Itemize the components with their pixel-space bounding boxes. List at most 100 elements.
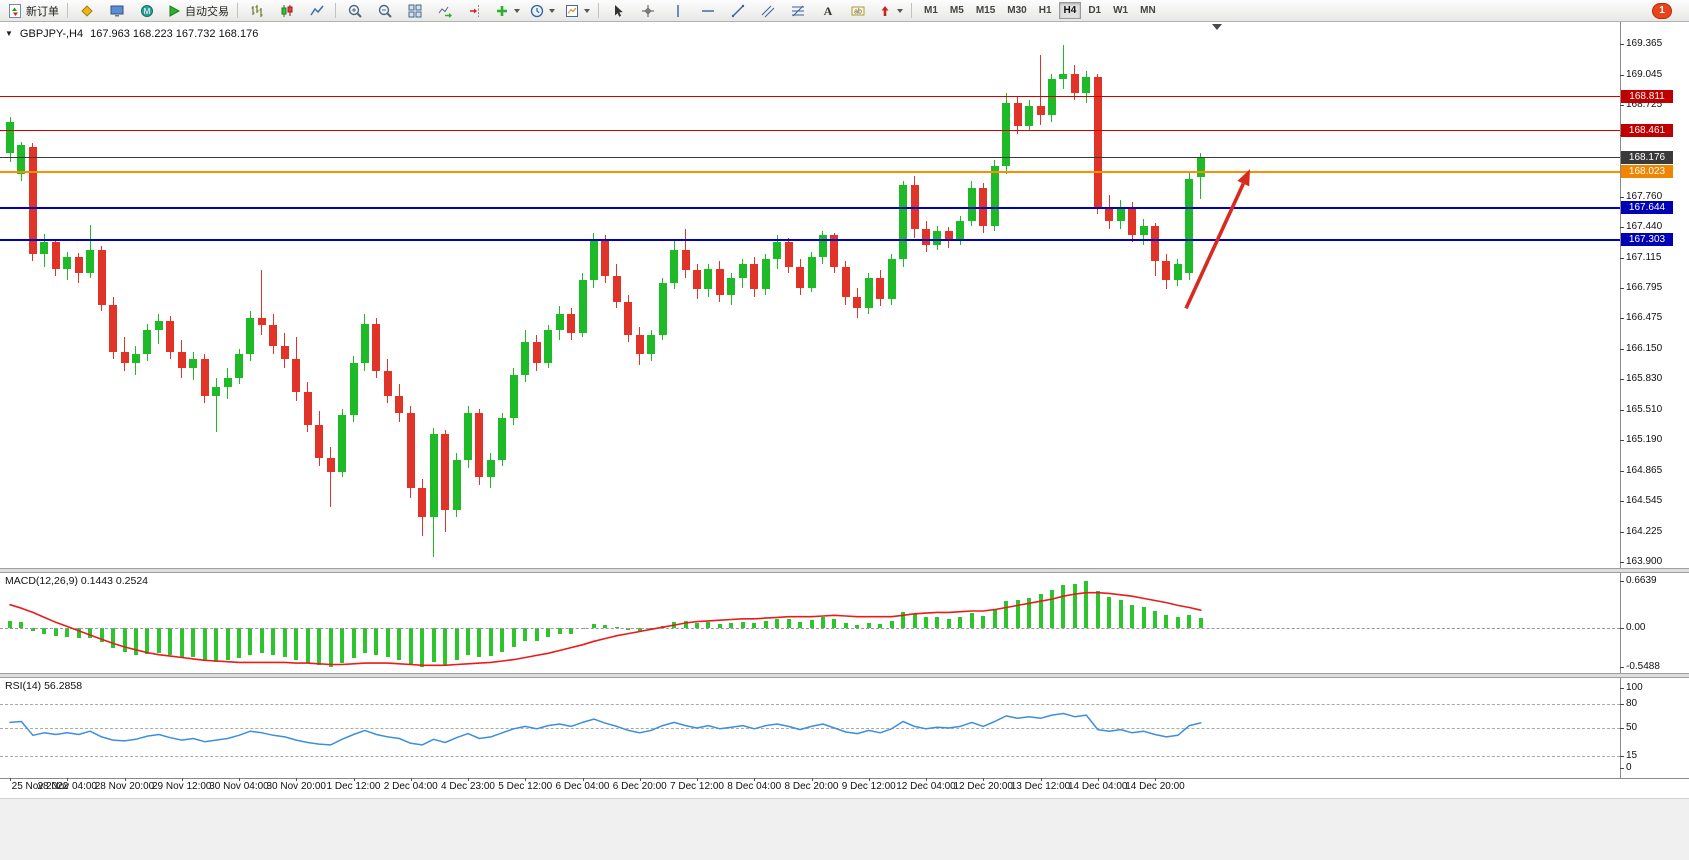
zoom-out-button[interactable] <box>370 0 399 21</box>
fibonacci-button[interactable] <box>783 0 812 21</box>
data-window-button[interactable] <box>102 0 131 21</box>
chart-area[interactable]: ▼ GBPJPY-,H4 167.963 168.223 167.732 168… <box>0 22 1689 860</box>
notifications-badge[interactable]: 1 <box>1652 2 1672 19</box>
line-chart-icon <box>309 5 324 15</box>
hline-support-blue-2[interactable] <box>0 238 1620 241</box>
line-chart-button[interactable] <box>302 0 331 21</box>
dropdown-caret[interactable] <box>897 8 903 13</box>
macd-histogram-bar <box>1072 584 1077 628</box>
candle-body <box>635 334 644 354</box>
hline-resistance-upper[interactable] <box>0 96 1620 98</box>
hline-support-blue-1[interactable] <box>0 206 1620 209</box>
bar-chart-button[interactable] <box>242 0 271 21</box>
macd-histogram-bar <box>477 627 482 658</box>
arrow-tools-button[interactable] <box>873 0 907 21</box>
mql5-community-button[interactable]: M <box>132 0 161 21</box>
new-order-button[interactable]: 新订单 <box>3 0 63 21</box>
timeframe-m1[interactable]: M1 <box>924 5 938 16</box>
time-axis-label: 25 Nov 2022 <box>11 781 69 792</box>
macd-histogram-bar <box>1175 617 1180 628</box>
vertical-line-icon <box>676 4 679 17</box>
panel-separator[interactable] <box>0 673 1689 678</box>
vertical-line-button[interactable] <box>663 0 692 21</box>
hline-support-orange[interactable] <box>0 170 1620 173</box>
dropdown-caret[interactable] <box>584 8 590 13</box>
candle-body <box>338 415 347 473</box>
candle-body <box>670 249 679 283</box>
time-axis-tick <box>67 778 69 781</box>
candle-body <box>922 228 930 245</box>
toolbar-separator <box>67 3 68 18</box>
metaeditor-button[interactable] <box>72 0 101 21</box>
tile-windows-button[interactable] <box>400 0 429 21</box>
timeframe-h4[interactable]: H4 <box>1058 2 1082 19</box>
timeframe-m15[interactable]: M15 <box>975 5 996 16</box>
timeframe-d1[interactable]: D1 <box>1088 5 1102 16</box>
price-tag-current-price: 168.176 <box>1621 150 1673 164</box>
candle-body <box>143 330 152 354</box>
macd-histogram-bar <box>1049 589 1054 628</box>
time-axis-tick <box>582 778 584 781</box>
rsi-axis-label: 15 <box>1626 750 1638 762</box>
time-axis-border <box>0 778 1689 779</box>
candle-body <box>761 259 770 290</box>
auto-scroll-button[interactable] <box>430 0 459 21</box>
templates-button[interactable] <box>560 0 594 21</box>
horizontal-line-button[interactable] <box>693 0 722 21</box>
macd-histogram-bar <box>179 627 184 658</box>
price-axis-label: 167.440 <box>1626 220 1663 232</box>
macd-histogram-bar <box>248 627 253 655</box>
crosshair-button[interactable] <box>633 0 662 21</box>
candle-body <box>303 391 312 425</box>
macd-histogram-bar <box>53 627 58 636</box>
candle-body <box>360 323 369 364</box>
time-axis-label: 28 Nov 20:00 <box>94 781 155 792</box>
autotrading-button[interactable]: 自动交易 <box>162 0 233 21</box>
candle-body <box>372 323 381 371</box>
price-axis-label: 167.760 <box>1626 190 1663 202</box>
arrow-symbol-icon <box>881 5 889 16</box>
chart-shift-button[interactable] <box>460 0 489 21</box>
macd-histogram-bar <box>225 627 230 661</box>
toolbar-separator <box>335 3 336 18</box>
candle-body <box>177 351 186 369</box>
candle-body <box>292 358 301 392</box>
periods-button[interactable] <box>525 0 559 21</box>
price-tag-resistance-upper: 168.811 <box>1621 90 1673 104</box>
panel-separator[interactable] <box>0 568 1689 573</box>
macd-histogram-bar <box>901 612 906 628</box>
timeframe-mn[interactable]: MN <box>1140 5 1156 16</box>
macd-histogram-bar <box>145 627 150 654</box>
trend-arrow-annotation[interactable] <box>1184 182 1245 310</box>
time-axis-label: 14 Dec 20:00 <box>1125 781 1185 792</box>
one-click-trading-toggle[interactable]: ▼ <box>5 29 13 38</box>
price-axis-tick <box>1620 105 1624 107</box>
channel-button[interactable] <box>753 0 782 21</box>
time-axis-tick <box>983 778 985 781</box>
hline-resistance-lower[interactable] <box>0 129 1620 131</box>
macd-histogram-bar <box>488 627 493 657</box>
timeframe-w1[interactable]: W1 <box>1113 5 1129 16</box>
dropdown-caret[interactable] <box>514 8 520 13</box>
timeframe-h1[interactable]: H1 <box>1038 5 1052 16</box>
chart-shift-marker[interactable] <box>1212 24 1222 30</box>
candle-body <box>589 240 598 280</box>
cursor-button[interactable] <box>603 0 632 21</box>
candle-body <box>120 351 129 364</box>
text-button[interactable]: A <box>813 0 842 21</box>
candle-body <box>280 346 289 359</box>
candlestick-chart-button[interactable] <box>272 0 301 21</box>
zoom-in-button[interactable] <box>340 0 369 21</box>
rsi-axis-tick <box>1620 768 1624 770</box>
trendline-button[interactable] <box>723 0 752 21</box>
timeframe-m30[interactable]: M30 <box>1007 5 1027 16</box>
price-axis-tick <box>1620 379 1624 381</box>
price-axis-tick <box>1620 531 1624 533</box>
indicators-button[interactable] <box>490 0 524 21</box>
hline-current-price[interactable] <box>0 156 1620 158</box>
candle-body <box>257 317 266 326</box>
timeframe-m5[interactable]: M5 <box>949 5 964 16</box>
dropdown-caret[interactable] <box>549 8 555 13</box>
text-label-button[interactable]: ab <box>843 0 872 21</box>
